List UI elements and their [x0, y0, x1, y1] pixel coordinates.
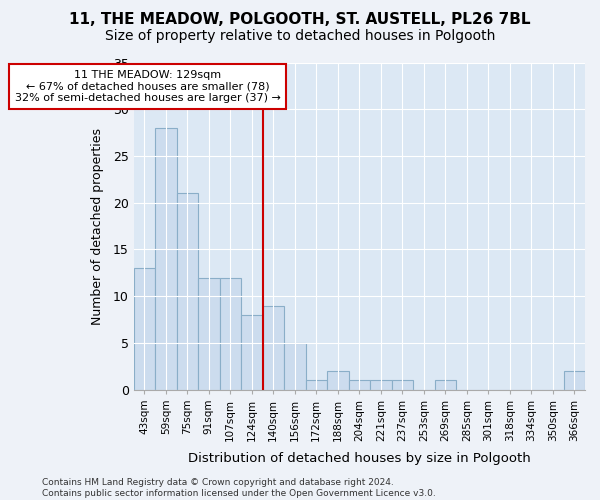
Bar — [392, 380, 413, 390]
Bar — [198, 278, 220, 390]
Text: 11 THE MEADOW: 129sqm
← 67% of detached houses are smaller (78)
32% of semi-deta: 11 THE MEADOW: 129sqm ← 67% of detached … — [14, 70, 280, 103]
X-axis label: Distribution of detached houses by size in Polgooth: Distribution of detached houses by size … — [188, 452, 530, 465]
Bar — [155, 128, 176, 390]
Bar — [327, 371, 349, 390]
Bar — [284, 343, 305, 390]
Text: Contains HM Land Registry data © Crown copyright and database right 2024.
Contai: Contains HM Land Registry data © Crown c… — [42, 478, 436, 498]
Bar — [434, 380, 456, 390]
Bar — [349, 380, 370, 390]
Bar — [176, 194, 198, 390]
Bar — [305, 380, 327, 390]
Y-axis label: Number of detached properties: Number of detached properties — [91, 128, 104, 324]
Bar — [563, 371, 585, 390]
Bar — [134, 268, 155, 390]
Bar — [220, 278, 241, 390]
Bar — [370, 380, 392, 390]
Bar — [241, 315, 263, 390]
Bar — [263, 306, 284, 390]
Text: 11, THE MEADOW, POLGOOTH, ST. AUSTELL, PL26 7BL: 11, THE MEADOW, POLGOOTH, ST. AUSTELL, P… — [69, 12, 531, 28]
Text: Size of property relative to detached houses in Polgooth: Size of property relative to detached ho… — [105, 29, 495, 43]
